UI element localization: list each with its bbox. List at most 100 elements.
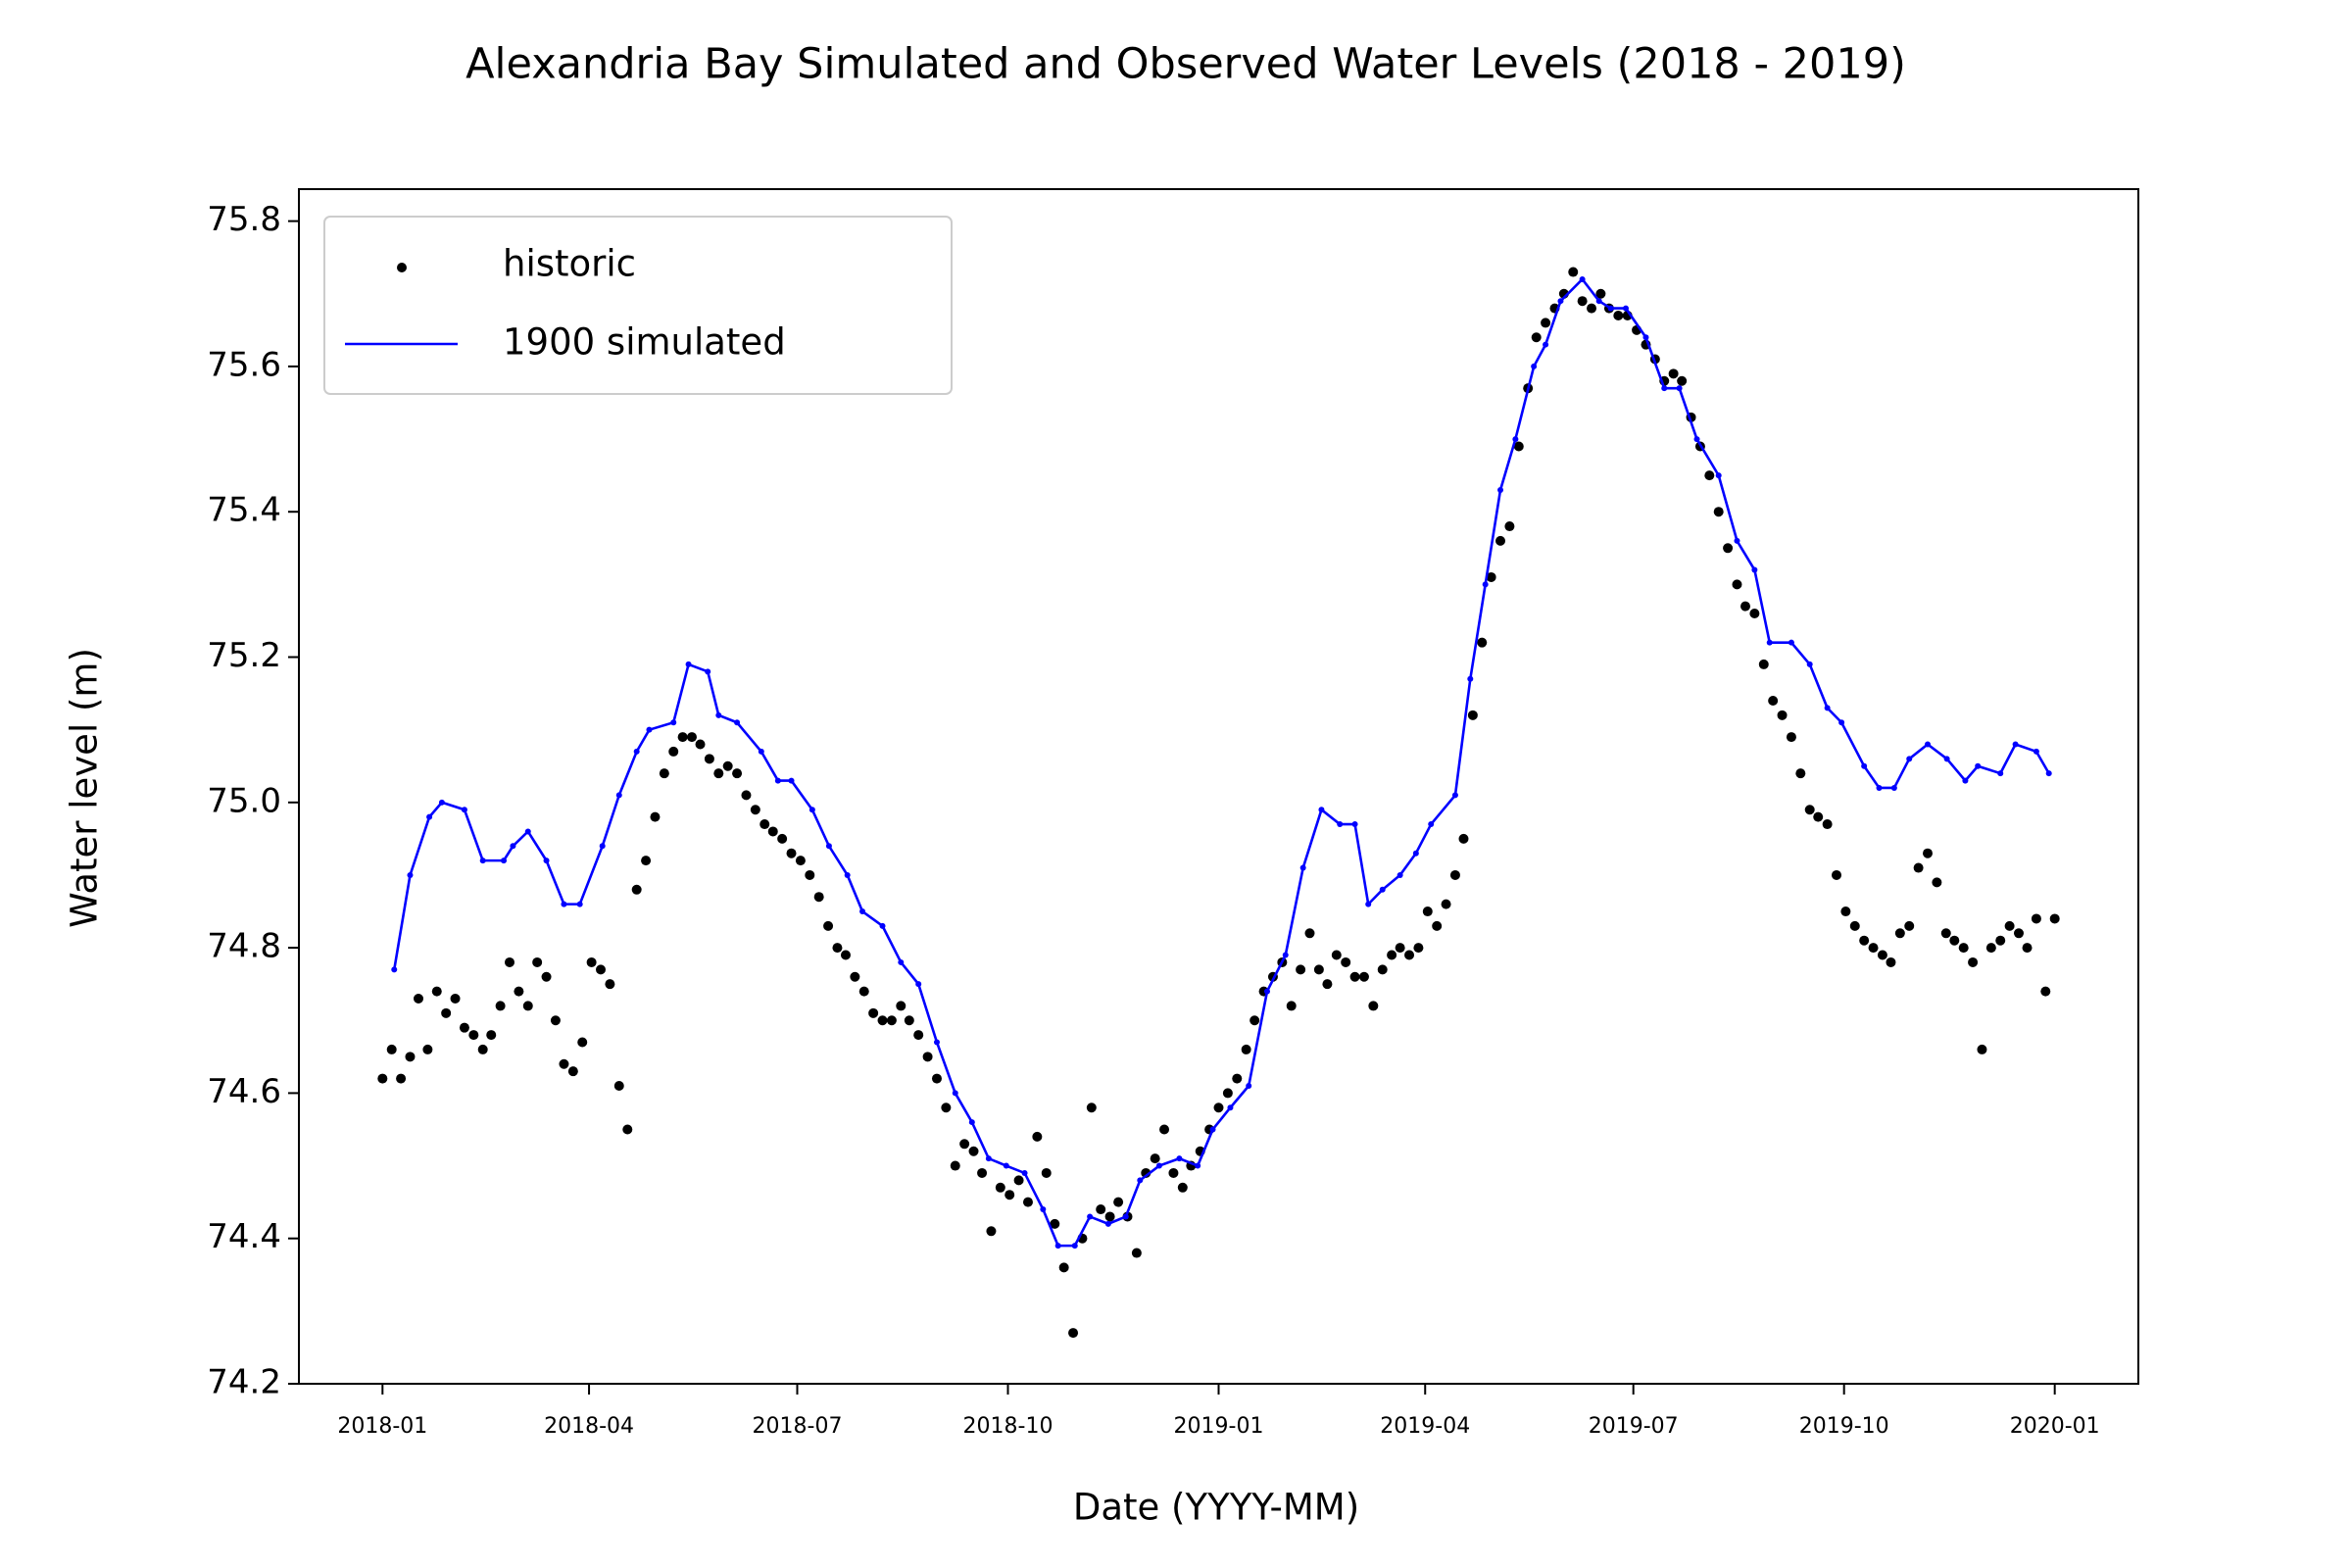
data-point: [1995, 935, 2006, 946]
line-marker: [1962, 777, 1969, 784]
data-point: [722, 760, 733, 771]
legend-label: 1900 simulated: [503, 321, 786, 364]
data-point: [813, 892, 824, 903]
data-point: [1859, 935, 1870, 946]
line-marker: [2012, 741, 2019, 748]
data-point: [2013, 928, 2024, 939]
data-point: [1458, 833, 1469, 844]
line-marker: [2033, 748, 2039, 755]
data-point: [641, 856, 652, 866]
line-marker: [1299, 864, 1306, 871]
data-point: [786, 848, 797, 858]
line-marker: [1482, 581, 1489, 588]
line-marker: [1412, 850, 1419, 857]
data-point: [1977, 1044, 1987, 1054]
data-point: [922, 1052, 933, 1062]
data-point: [1613, 311, 1624, 321]
line-marker: [1557, 298, 1564, 305]
line-marker: [1021, 1169, 1028, 1176]
data-point: [1531, 332, 1542, 343]
data-point: [805, 869, 815, 880]
line-marker: [1661, 385, 1668, 392]
data-point: [1068, 1328, 1079, 1339]
line-marker: [461, 807, 467, 813]
y-axis-label: Water level (m): [64, 648, 106, 928]
line-marker: [1195, 1162, 1201, 1169]
data-point: [459, 1022, 469, 1033]
data-point: [1677, 375, 1688, 386]
line-marker: [1263, 988, 1270, 995]
x-tick-label: 2018-07: [753, 1414, 843, 1439]
line-marker: [1715, 472, 1722, 479]
line-marker: [774, 777, 781, 784]
data-point: [904, 1015, 914, 1026]
data-point: [1949, 935, 1960, 946]
data-point: [1477, 637, 1488, 648]
data-point: [760, 819, 770, 830]
legend-box: [323, 216, 953, 395]
data-point: [1331, 950, 1342, 960]
data-point: [2049, 913, 2060, 924]
line-marker: [1351, 821, 1358, 828]
legend-label: historic: [503, 243, 636, 285]
data-point: [1813, 811, 1824, 822]
x-axis-label: Date (YYYY-MM): [1073, 1487, 1359, 1529]
data-point: [1387, 950, 1397, 960]
line-marker: [1531, 363, 1538, 369]
data-point: [559, 1058, 569, 1069]
line-marker: [646, 726, 653, 733]
line-marker: [1622, 305, 1629, 312]
data-point: [1177, 1182, 1188, 1193]
data-point: [1513, 441, 1524, 452]
y-tick-label: 75.8: [207, 200, 281, 239]
data-point: [514, 986, 524, 997]
line-marker: [1806, 661, 1813, 667]
line-marker: [407, 871, 414, 878]
data-point: [595, 964, 606, 975]
line-marker: [1607, 305, 1614, 312]
line-marker: [1054, 1243, 1061, 1250]
data-point: [886, 1015, 897, 1026]
line-marker: [1693, 436, 1700, 443]
data-point: [2040, 986, 2051, 997]
line-marker: [1975, 762, 1982, 769]
data-point: [1968, 956, 1979, 967]
data-point: [1894, 928, 1905, 939]
data-point: [1050, 1218, 1060, 1229]
line-marker: [985, 1155, 992, 1162]
line-marker: [685, 661, 692, 667]
data-point: [613, 1080, 624, 1091]
data-point: [468, 1030, 479, 1041]
y-tick-label: 75.2: [207, 636, 281, 675]
line-marker: [1642, 334, 1649, 341]
data-point: [1004, 1190, 1015, 1200]
data-point: [1086, 1102, 1097, 1113]
x-tick-label: 2018-04: [544, 1414, 634, 1439]
y-tick-label: 75.6: [207, 345, 281, 384]
data-point: [1740, 601, 1751, 612]
line-marker: [1751, 566, 1758, 573]
data-point: [631, 884, 642, 895]
data-point: [713, 768, 724, 779]
data-point: [1159, 1124, 1170, 1135]
data-point: [1985, 943, 1996, 954]
x-tick-label: 2019-07: [1589, 1414, 1679, 1439]
data-point: [1577, 296, 1588, 307]
line-marker: [915, 981, 922, 988]
line-marker: [1838, 719, 1845, 726]
data-point: [450, 994, 461, 1004]
data-point: [1504, 521, 1515, 532]
data-point: [677, 732, 688, 743]
line-marker: [879, 922, 886, 929]
line-marker: [2045, 770, 2052, 777]
legend-marker: [397, 263, 407, 272]
line-marker: [1071, 1243, 1078, 1250]
data-point: [1822, 819, 1833, 830]
data-point: [732, 768, 743, 779]
line-marker: [1137, 1177, 1144, 1184]
data-point: [1358, 971, 1369, 982]
data-point: [1368, 1001, 1379, 1011]
data-point: [1868, 943, 1879, 954]
data-point: [777, 833, 788, 844]
data-point: [505, 956, 515, 967]
